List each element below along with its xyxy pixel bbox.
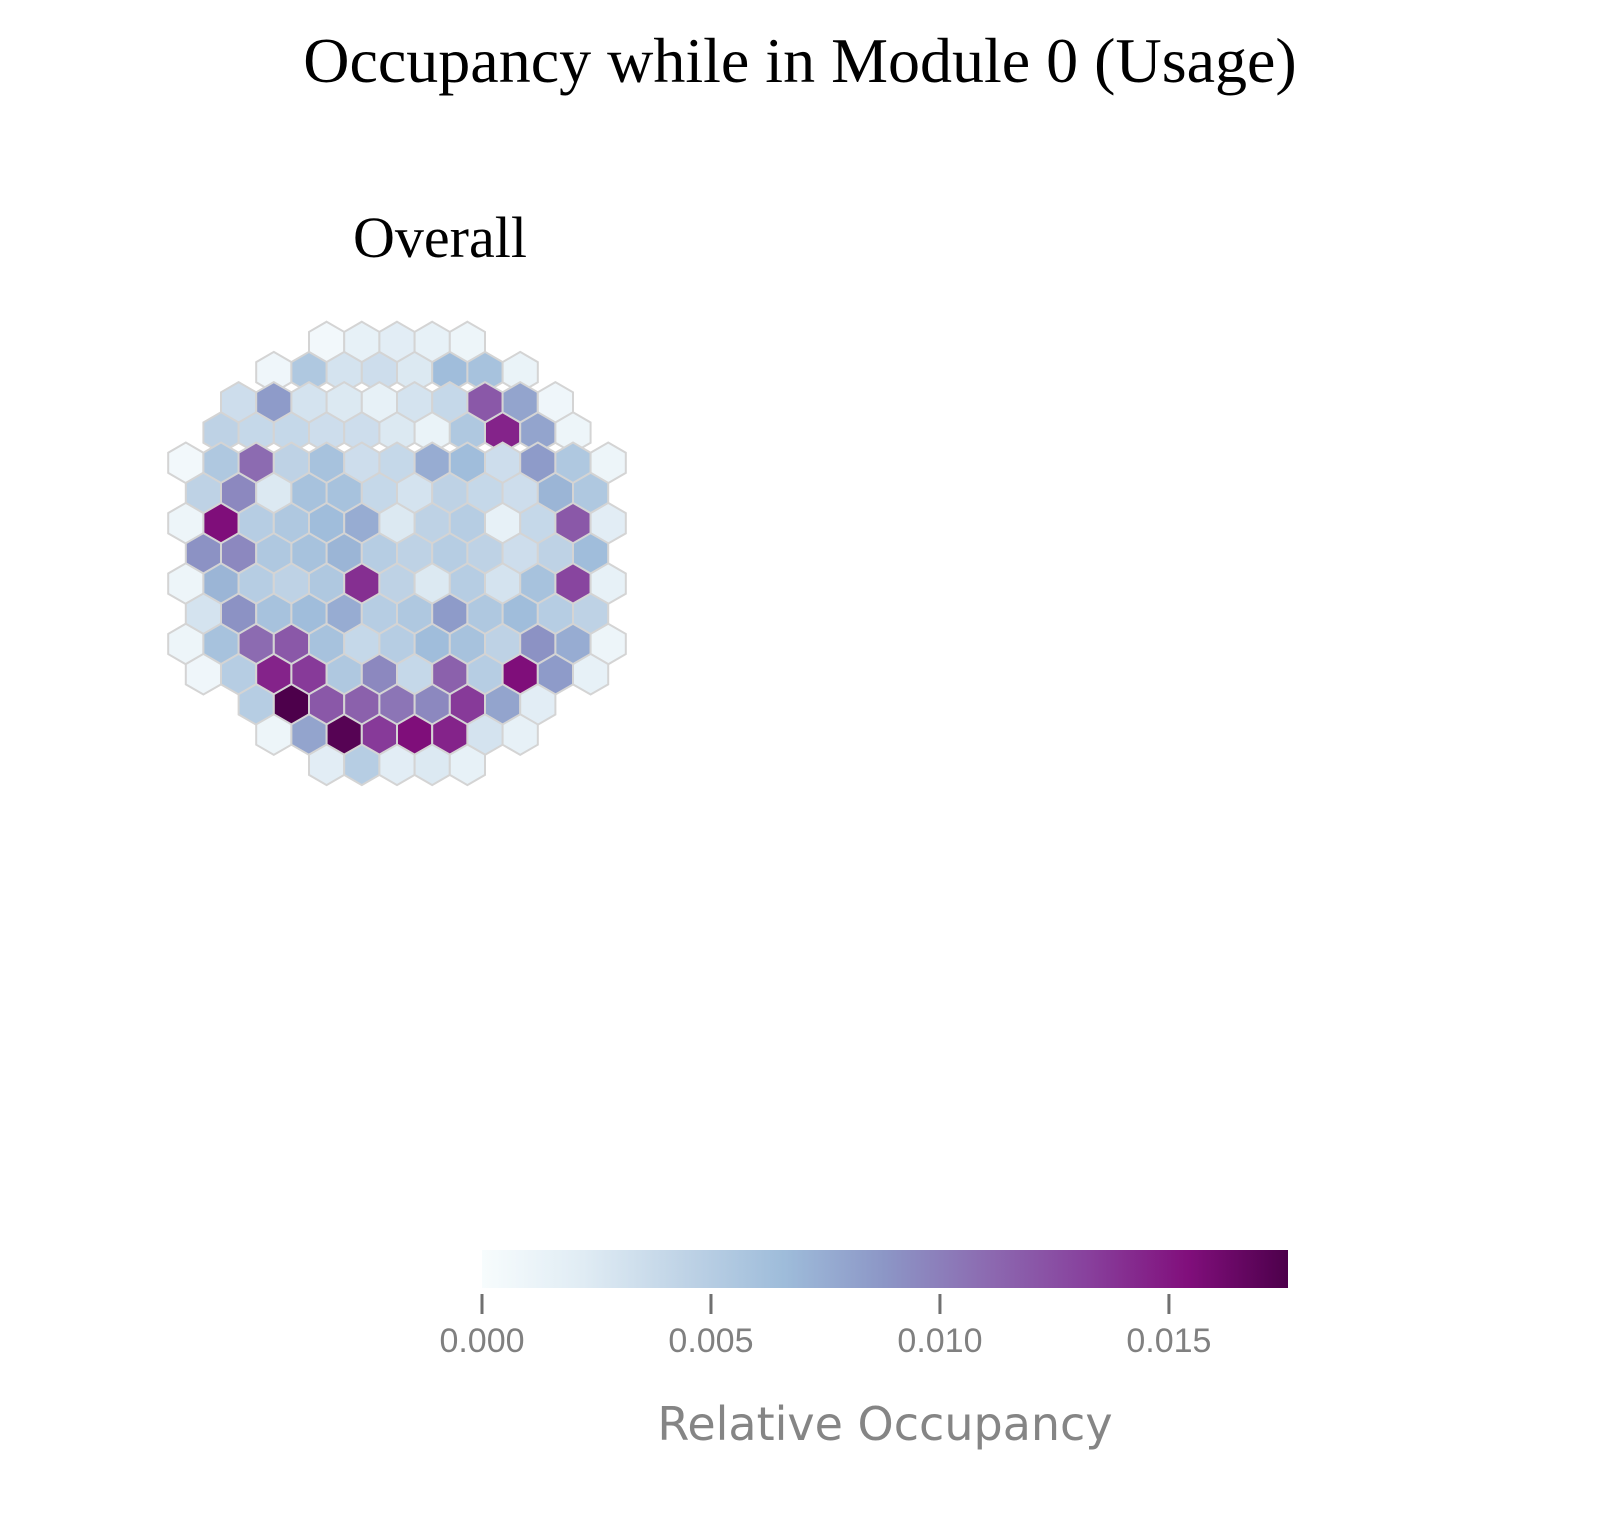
colorbar-tick-label: 0.010	[897, 1322, 982, 1360]
colorbar-title: Relative Occupancy	[657, 1397, 1112, 1451]
chart-title: Occupancy while in Module 0 (Usage)	[303, 25, 1297, 96]
colorbar-gradient	[482, 1250, 1288, 1288]
colorbar-tick-label: 0.000	[439, 1322, 524, 1360]
colorbar-ticks: 0.000 0.005 0.010 0.015	[439, 1294, 1211, 1360]
subplot-title: Overall	[353, 205, 527, 270]
colorbar-tick-label: 0.005	[668, 1322, 753, 1360]
hex-cell	[501, 713, 539, 757]
hex-cell	[448, 743, 486, 787]
hex-cells	[167, 320, 627, 787]
hex-cell	[572, 652, 610, 696]
colorbar-tick-label: 0.015	[1126, 1322, 1211, 1360]
